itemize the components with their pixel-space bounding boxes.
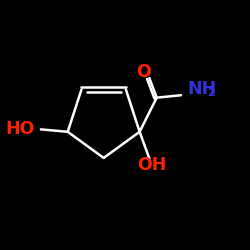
Text: NH: NH — [187, 80, 216, 98]
Text: HO: HO — [6, 120, 35, 138]
Text: O: O — [136, 63, 151, 81]
Text: OH: OH — [137, 156, 166, 174]
Text: 2: 2 — [207, 88, 214, 98]
